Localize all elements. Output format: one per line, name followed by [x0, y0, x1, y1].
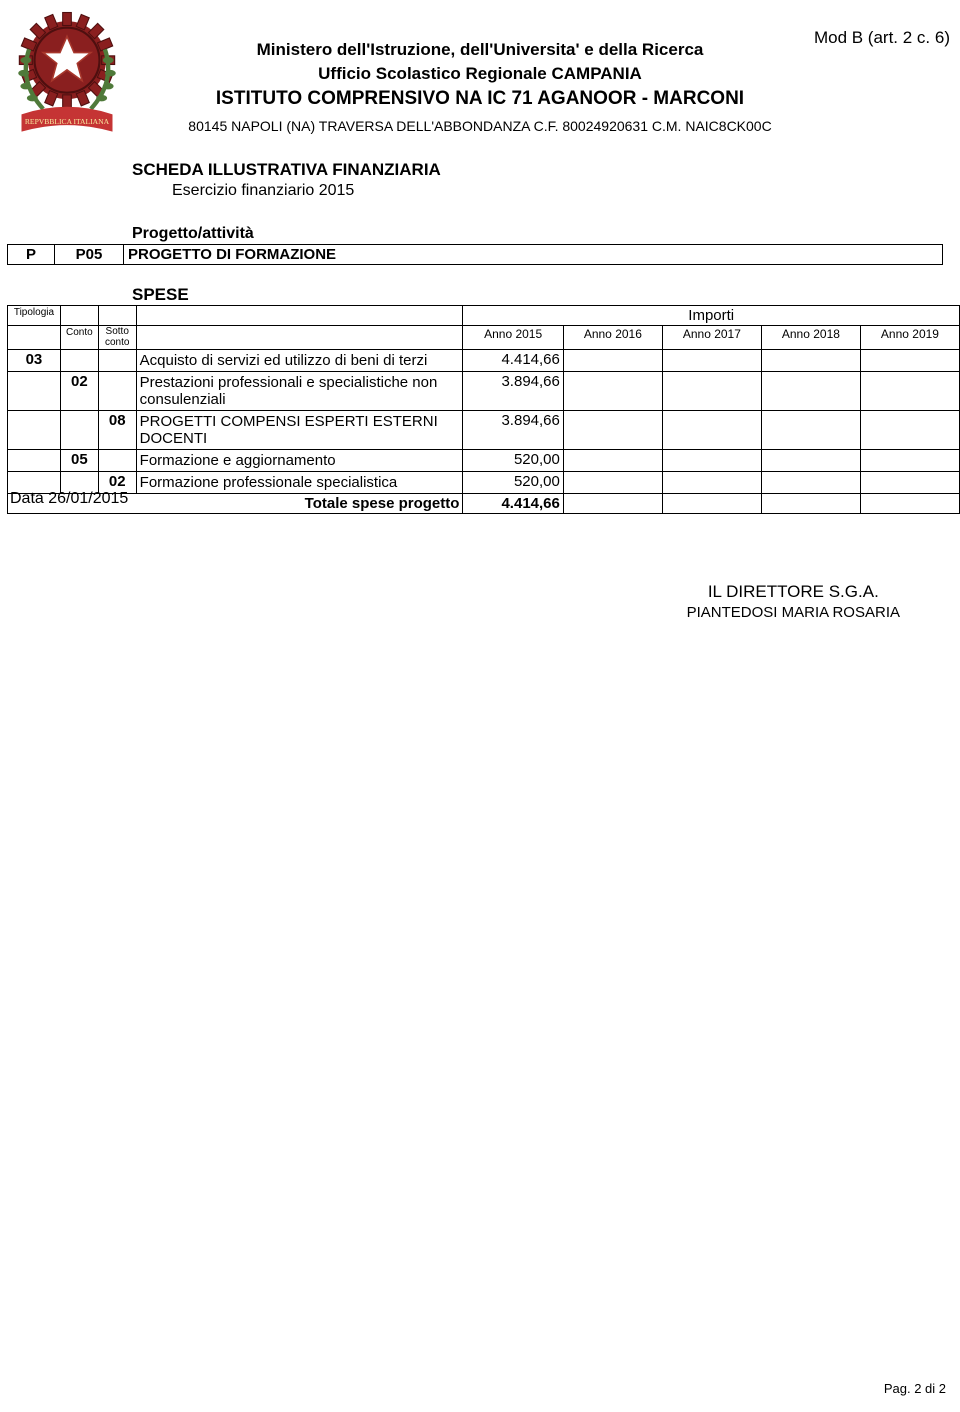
spese-row: 08 PROGETTI COMPENSI ESPERTI ESTERNI DOC… [8, 411, 960, 450]
cell-tipologia [8, 411, 61, 450]
address-line: 80145 NAPOLI (NA) TRAVERSA DELL'ABBONDAN… [0, 118, 960, 134]
signature-block: IL DIRETTORE S.G.A. PIANTEDOSI MARIA ROS… [0, 582, 960, 622]
cell-2015: 3.894,66 [463, 411, 563, 450]
progetto-table: P P05 PROGETTO DI FORMAZIONE [7, 244, 943, 265]
hdr-sotto: Sotto conto [98, 326, 136, 350]
cell-desc: PROGETTI COMPENSI ESPERTI ESTERNI DOCENT… [136, 411, 463, 450]
progetto-col-p: P [8, 245, 55, 265]
hdr-conto: Conto [60, 326, 98, 350]
scheda-title-block: SCHEDA ILLUSTRATIVA FINANZIARIA Esercizi… [132, 160, 441, 200]
total-2015: 4.414,66 [463, 494, 563, 514]
progetto-row: P P05 PROGETTO DI FORMAZIONE [8, 245, 943, 265]
scheda-title: SCHEDA ILLUSTRATIVA FINANZIARIA [132, 160, 441, 180]
cell-sotto [98, 450, 136, 472]
spese-label: SPESE [132, 285, 189, 305]
cell-sotto [98, 350, 136, 372]
spese-header-row-1: Tipologia Importi [8, 306, 960, 326]
hdr-year-2017: Anno 2017 [662, 326, 761, 350]
spese-row: 02 Prestazioni professionali e specialis… [8, 372, 960, 411]
hdr-importi: Importi [463, 306, 960, 326]
cell-tipologia: 03 [8, 350, 61, 372]
spese-row: 05 Formazione e aggiornamento 520,00 [8, 450, 960, 472]
hdr-sotto-line1: Sotto [106, 326, 129, 337]
cell-desc: Formazione professionale specialistica [136, 472, 463, 494]
cell-conto: 02 [60, 372, 98, 411]
hdr-sotto-line2: conto [105, 337, 129, 348]
document-date: Data 26/01/2015 [10, 490, 128, 508]
spese-total-row: Totale spese progetto 4.414,66 [8, 494, 960, 514]
progetto-label: Progetto/attività [132, 225, 254, 243]
cell-conto [60, 411, 98, 450]
page-number: Pag. 2 di 2 [884, 1381, 946, 1396]
spese-table: Tipologia Importi Conto Sotto conto Anno… [7, 305, 960, 514]
cell-2015: 520,00 [463, 472, 563, 494]
cell-2015: 4.414,66 [463, 350, 563, 372]
hdr-tipologia: Tipologia [8, 306, 61, 326]
cell-conto [60, 350, 98, 372]
hdr-year-2018: Anno 2018 [761, 326, 860, 350]
cell-2015: 3.894,66 [463, 372, 563, 411]
cell-desc: Prestazioni professionali e specialistic… [136, 372, 463, 411]
cell-tipologia [8, 372, 61, 411]
hdr-year-2016: Anno 2016 [563, 326, 662, 350]
cell-sotto: 08 [98, 411, 136, 450]
cell-tipologia [8, 450, 61, 472]
scheda-subtitle: Esercizio finanziario 2015 [172, 182, 441, 200]
hdr-year-2019: Anno 2019 [860, 326, 959, 350]
progetto-col-code: P05 [55, 245, 124, 265]
school-line: ISTITUTO COMPRENSIVO NA IC 71 AGANOOR - … [0, 88, 960, 110]
cell-2015: 520,00 [463, 450, 563, 472]
cell-sotto [98, 372, 136, 411]
cell-conto: 05 [60, 450, 98, 472]
spese-header-row-2: Conto Sotto conto Anno 2015 Anno 2016 An… [8, 326, 960, 350]
progetto-col-name: PROGETTO DI FORMAZIONE [124, 245, 943, 265]
ministry-line: Ministero dell'Istruzione, dell'Universi… [0, 40, 960, 60]
spese-row: 02 Formazione professionale specialistic… [8, 472, 960, 494]
office-line: Ufficio Scolastico Regionale CAMPANIA [0, 64, 960, 84]
director-name: PIANTEDOSI MARIA ROSARIA [687, 604, 900, 621]
cell-desc: Formazione e aggiornamento [136, 450, 463, 472]
cell-desc: Acquisto di servizi ed utilizzo di beni … [136, 350, 463, 372]
hdr-year-2015: Anno 2015 [463, 326, 563, 350]
document-header: Ministero dell'Istruzione, dell'Universi… [0, 40, 960, 134]
spese-row: 03 Acquisto di servizi ed utilizzo di be… [8, 350, 960, 372]
director-role: IL DIRETTORE S.G.A. [687, 582, 900, 602]
